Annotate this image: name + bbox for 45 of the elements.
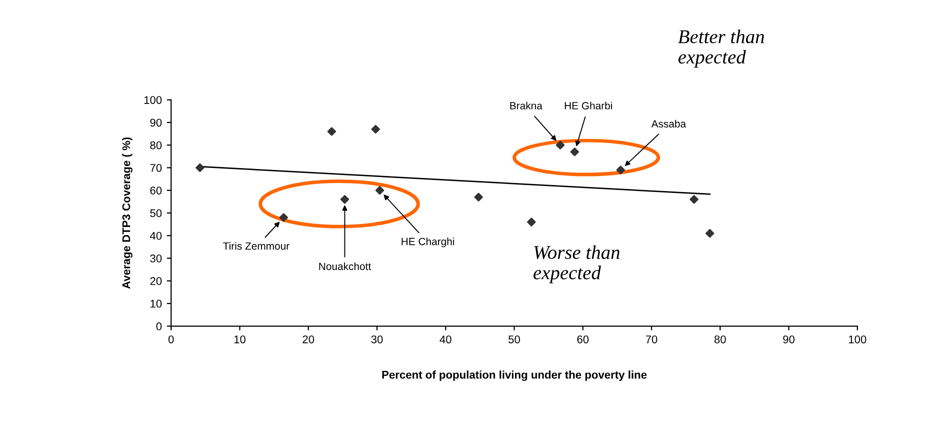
point bbox=[556, 140, 565, 150]
y-tick-label: 70 bbox=[150, 164, 162, 172]
point bbox=[340, 195, 350, 204]
x-tick-label: 100 bbox=[848, 335, 866, 344]
y-tick-label: 60 bbox=[150, 186, 162, 194]
y-tick-label: 0 bbox=[156, 322, 162, 330]
annotation: HE Charghi bbox=[402, 238, 454, 248]
x-tick-label: 60 bbox=[577, 335, 589, 344]
y-tick-label: 20 bbox=[150, 277, 162, 286]
annotation: Assaba bbox=[651, 120, 686, 128]
y-tick-label: 100 bbox=[144, 96, 162, 104]
text: Better than expected bbox=[678, 30, 764, 68]
y-tick-label: 50 bbox=[150, 209, 162, 218]
point bbox=[474, 192, 483, 202]
y-tick-label: 80 bbox=[150, 141, 162, 150]
annotation: Worse than expected bbox=[534, 245, 620, 284]
y-tick-label: 90 bbox=[150, 118, 162, 127]
x-tick-label: 70 bbox=[646, 335, 658, 344]
point bbox=[196, 163, 204, 172]
y-tick-label: 30 bbox=[150, 254, 162, 262]
x-tick-label: 40 bbox=[440, 335, 452, 344]
annotation: HE Gharbi bbox=[564, 102, 612, 110]
point bbox=[570, 148, 580, 156]
x-axis-title: Percent of population living under the poverty line bbox=[382, 370, 647, 381]
x-tick-label: 30 bbox=[371, 335, 383, 344]
point bbox=[527, 218, 536, 226]
x-tick-label: 0 bbox=[168, 335, 174, 344]
point bbox=[705, 228, 714, 238]
point bbox=[279, 213, 288, 222]
point bbox=[616, 166, 625, 174]
x-tick-label: 20 bbox=[302, 335, 314, 344]
y-tick-label: 40 bbox=[150, 232, 162, 240]
point bbox=[375, 186, 384, 195]
x-tick-label: 90 bbox=[783, 335, 795, 344]
point bbox=[690, 195, 698, 204]
y-tick-label: 10 bbox=[150, 300, 162, 308]
annotation: Nouakchott bbox=[319, 262, 372, 270]
annotation: Brakna bbox=[510, 102, 542, 110]
annotation: Tiris Zemmour bbox=[223, 242, 290, 250]
x-tick-label: 10 bbox=[234, 335, 246, 344]
y-axis-title: Average DTP3 Coverage ( %) bbox=[122, 137, 132, 289]
x-tick-label: 50 bbox=[508, 335, 520, 344]
x-tick-label: 80 bbox=[714, 335, 726, 344]
point bbox=[371, 124, 380, 134]
point bbox=[327, 127, 336, 136]
